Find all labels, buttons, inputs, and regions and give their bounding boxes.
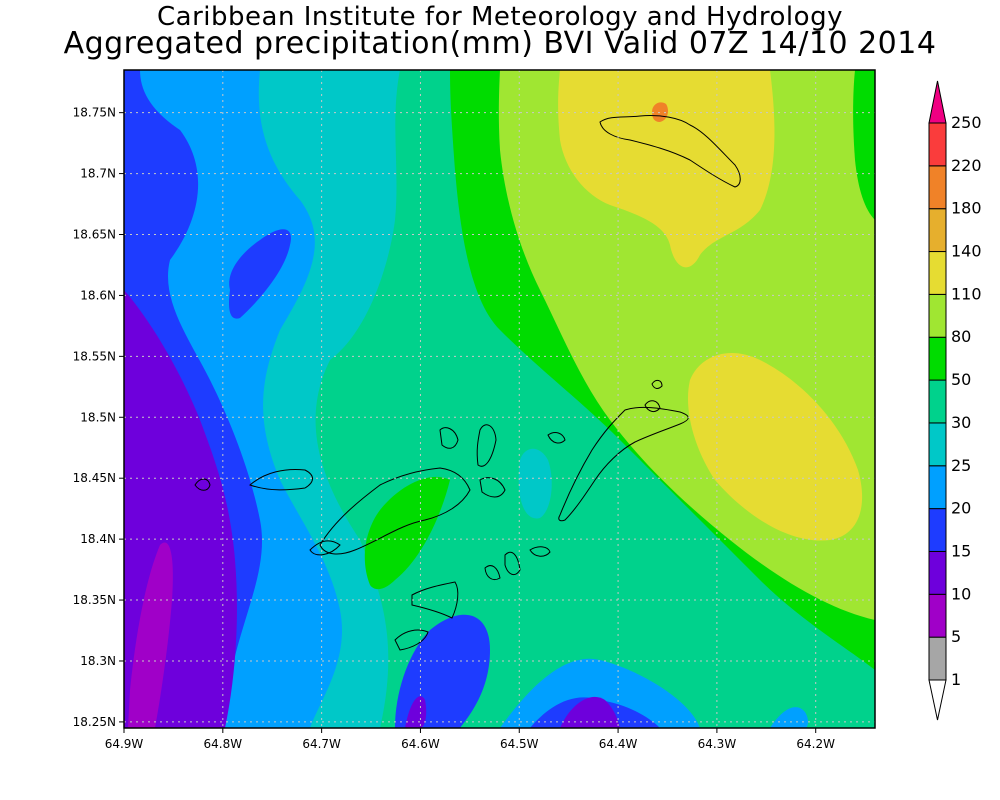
band-25-30-pocket	[518, 448, 552, 519]
peter-island	[394, 629, 429, 651]
jost-van-dyke-island	[249, 469, 313, 491]
colorbar-level-label: 250	[951, 113, 982, 132]
lon-tick-label: 64.7W	[302, 737, 341, 751]
lat-tick-label: 18.25N	[73, 715, 116, 729]
colorbar-segment	[928, 251, 947, 295]
lon-tick-label: 64.3W	[698, 737, 737, 751]
lon-tick-label: 64.2W	[796, 737, 835, 751]
lat-tick-label: 18.3N	[80, 654, 116, 668]
lat-tick-label: 18.55N	[73, 349, 116, 363]
band-15-20-west-blob	[229, 229, 291, 319]
lat-tick-label: 18.5N	[80, 410, 116, 424]
lon-tick-label: 64.6W	[401, 737, 440, 751]
band-110-140-east	[687, 352, 863, 541]
lon-tick-label: 64.5W	[500, 737, 539, 751]
colorbar-over-triangle	[928, 80, 947, 124]
lat-tick-label: 18.75N	[73, 106, 116, 120]
colorbar-segment	[928, 550, 947, 595]
band-10-15-south	[405, 696, 427, 728]
map-subtitle: Aggregated precipitation(mm) BVI Valid 0…	[63, 26, 937, 61]
ginger-island	[529, 546, 551, 557]
band-5-10	[128, 542, 173, 728]
lon-tick-label: 64.8W	[204, 737, 243, 751]
virgin-gorda-island	[558, 406, 689, 522]
map-frame	[123, 69, 876, 729]
colorbar-level-label: 5	[951, 627, 961, 646]
colorbar-segment	[928, 465, 947, 510]
colorbar-segment	[928, 508, 947, 552]
tortola-island	[319, 467, 471, 555]
lat-tick-label: 18.65N	[73, 228, 116, 242]
colorbar-segment	[928, 379, 947, 424]
norman-island	[411, 581, 459, 619]
colorbar-level-label: 140	[951, 242, 982, 261]
colorbar-segment	[928, 165, 947, 210]
lat-tick-label: 18.7N	[80, 167, 116, 181]
band-20-25-se-corner	[770, 707, 809, 728]
colorbar-segment	[928, 208, 947, 253]
colorbar-level-label: 110	[951, 284, 982, 303]
colorbar-under-triangle	[928, 679, 947, 721]
colorbar-segment	[928, 336, 947, 381]
scrub-island	[476, 424, 497, 467]
colorbar-level-label: 50	[951, 370, 971, 389]
lat-tick-label: 18.35N	[73, 593, 116, 607]
lon-tick-label: 64.4W	[599, 737, 638, 751]
eustatia-islet	[651, 379, 663, 389]
prickly-pear-islet	[644, 400, 661, 413]
cooper-island	[484, 565, 501, 581]
lat-tick-label: 18.45N	[73, 471, 116, 485]
islands	[194, 115, 741, 651]
band-50-80-west	[364, 476, 450, 590]
colorbar-segment	[928, 422, 947, 467]
colorbar-level-label: 180	[951, 199, 982, 218]
colorbar-level-label: 220	[951, 156, 982, 175]
map-title: Caribbean Institute for Meteorology and …	[157, 2, 843, 32]
band-180-220-spot	[652, 102, 668, 122]
tortola-west-islet	[309, 540, 341, 556]
band-110-140-north	[558, 70, 775, 268]
beef-island	[479, 477, 506, 498]
band-10-15-southeast	[560, 696, 620, 728]
latitude-axis: 18.75N 18.7N 18.65N 18.6N 18.55N 18.5N 18.45N 1…	[73, 106, 124, 729]
guana-island	[547, 432, 566, 444]
lat-tick-label: 18.6N	[80, 288, 116, 302]
band-50-80-northeast	[853, 70, 875, 220]
colorbar-segment	[928, 593, 947, 638]
salt-island	[504, 551, 521, 576]
colorbar-level-label: 20	[951, 499, 971, 518]
colorbar-level-label: 25	[951, 456, 971, 475]
lon-tick-label: 64.9W	[105, 737, 144, 751]
longitude-axis: 64.9W 64.8W 64.7W 64.6W 64.5W 64.4W 64.3W 64.2W	[105, 728, 835, 751]
anegada-island	[599, 115, 741, 188]
precipitation-field	[124, 70, 875, 728]
great-camanoe-islet	[439, 427, 459, 449]
colorbar-level-label: 80	[951, 327, 971, 346]
colorbar-level-label: 1	[951, 670, 961, 689]
lat-tick-label: 18.4N	[80, 532, 116, 546]
colorbar-segment	[928, 293, 947, 338]
colorbar-level-label: 10	[951, 584, 971, 603]
colorbar-segment	[928, 122, 947, 167]
colorbar-level-label: 15	[951, 541, 971, 560]
colorbar-level-label: 30	[951, 413, 971, 432]
colorbar-segment	[928, 636, 947, 681]
sandy-cay-islet	[194, 478, 211, 491]
